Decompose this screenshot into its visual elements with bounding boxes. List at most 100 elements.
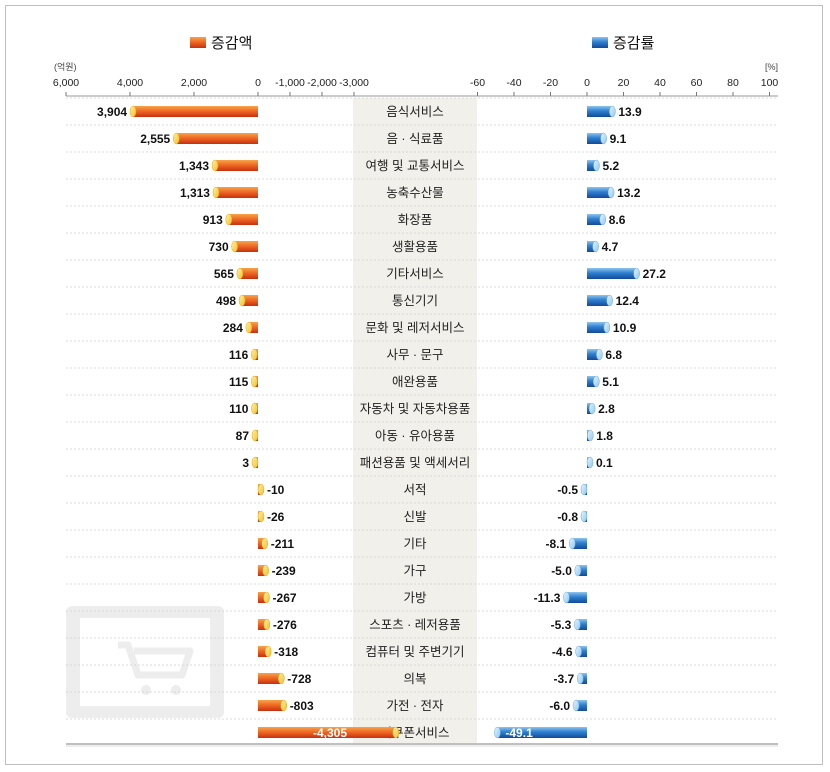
amount-bar-cap (264, 645, 272, 658)
rate-bar-cap (574, 564, 582, 577)
category-label: 스포츠 · 레저용품 (369, 618, 461, 632)
amount-bar (258, 564, 269, 577)
amount-value-label: 498 (216, 294, 236, 308)
category-label: 자동차 및 자동차용품 (360, 402, 470, 416)
amount-bar (225, 213, 258, 226)
amount-value-label: 1,343 (179, 159, 209, 173)
amount-tick-label: -2,000 (307, 77, 337, 89)
rate-bar (586, 456, 594, 469)
rate-value-label: 5.2 (602, 159, 619, 173)
amount-bar-body (215, 187, 258, 198)
rate-bar (587, 429, 594, 442)
rate-value-label: 8.6 (609, 213, 626, 227)
category-label: 농축수산물 (386, 186, 444, 200)
rate-bar-cap (580, 483, 588, 496)
amount-bar (258, 726, 400, 739)
rate-value-label: -5.0 (551, 564, 572, 578)
category-column (353, 98, 477, 743)
rate-value-label: -11.3 (534, 591, 561, 605)
rate-bar-cap (572, 699, 580, 712)
amount-value-label: -4,305 (313, 726, 347, 740)
amount-bar-cap (129, 105, 137, 118)
amount-bar-cap (251, 348, 258, 361)
rate-bar (580, 510, 588, 523)
amount-value-label: 913 (203, 213, 223, 227)
amount-bar-body (258, 565, 266, 576)
category-label: 통신기기 (392, 294, 438, 308)
amount-bar (258, 645, 272, 658)
rate-bar-cap (568, 537, 576, 550)
rate-bar-cap (576, 672, 584, 685)
amount-bar-body (239, 268, 258, 279)
category-label: 화장품 (398, 213, 433, 227)
rate-tick-label: 60 (691, 77, 703, 89)
amount-value-label: -211 (271, 537, 295, 551)
amount-value-label: -10 (267, 483, 285, 497)
category-label: 가방 (403, 591, 427, 605)
amount-bar (212, 186, 258, 199)
amount-bar (251, 348, 258, 361)
amount-bar (238, 294, 258, 307)
rate-bar-body (587, 160, 597, 171)
amount-bar-cap (257, 483, 265, 496)
amount-bar-body (258, 727, 396, 738)
amount-bar (258, 618, 271, 631)
rate-bar-cap (609, 105, 616, 118)
amount-bar (172, 132, 258, 145)
rate-value-label: 13.2 (617, 186, 641, 200)
amount-value-label: 565 (214, 267, 234, 281)
amount-bar-body (258, 700, 284, 711)
amount-bar (251, 429, 259, 442)
rate-bar-cap (586, 456, 594, 469)
rate-bar-cap (600, 132, 607, 145)
amount-bar (236, 267, 258, 280)
category-label: 패션용품 및 액세서리 (360, 456, 470, 470)
rate-bar-cap (588, 402, 596, 415)
chart-frame (5, 5, 823, 765)
amount-bar (251, 402, 258, 415)
amount-bar (251, 456, 259, 469)
amount-bar-body (242, 295, 258, 306)
amount-bar-cap (231, 240, 238, 253)
rate-bar-cap (563, 591, 570, 604)
amount-bar-cap (251, 456, 259, 469)
category-label: 기타서비스 (386, 267, 444, 281)
rate-bar (587, 105, 616, 118)
amount-bar-cap (225, 213, 233, 226)
rate-bar (587, 402, 596, 415)
amount-value-label: 116 (229, 348, 249, 362)
rate-bar-body (587, 376, 597, 387)
rate-bar (580, 483, 588, 496)
amount-value-label: 115 (229, 375, 249, 389)
shopping-cart-monitor-icon (66, 606, 224, 718)
amount-bar-cap (263, 591, 270, 604)
rate-value-label: 1.8 (596, 429, 613, 443)
amount-bar-body (258, 646, 269, 657)
category-label: 사무 · 문구 (386, 348, 443, 362)
legend-swatch-rate (592, 37, 608, 48)
rate-value-label: 2.8 (598, 402, 615, 416)
rate-value-label: -5.3 (551, 618, 572, 632)
rate-bar-cap (607, 186, 615, 199)
rate-bar-body (577, 565, 587, 576)
amount-bar-body (234, 241, 258, 252)
category-label: 컴퓨터 및 주변기기 (366, 645, 465, 659)
category-label: 아동 · 유아용품 (375, 429, 455, 443)
rate-value-label: -0.5 (557, 483, 578, 497)
rate-bar-cap (494, 726, 501, 739)
amount-bar-body (228, 214, 258, 225)
amount-bar (258, 537, 269, 550)
amount-value-label: -803 (290, 699, 314, 713)
amount-bar-body (258, 592, 267, 603)
amount-bar-body (258, 619, 267, 630)
legend-item-rate: 증감률 (592, 35, 655, 52)
amount-bar-cap (392, 726, 400, 739)
amount-bar-cap (172, 132, 180, 145)
category-label: 생활용품 (392, 240, 438, 254)
amount-bar-body (248, 322, 258, 333)
amount-tick-label: 2,000 (181, 77, 207, 89)
amount-bar-cap (245, 321, 253, 334)
rate-tick-label: 80 (727, 77, 739, 89)
category-label: 가전 · 전자 (386, 699, 444, 713)
rate-bar-cap (592, 240, 599, 253)
